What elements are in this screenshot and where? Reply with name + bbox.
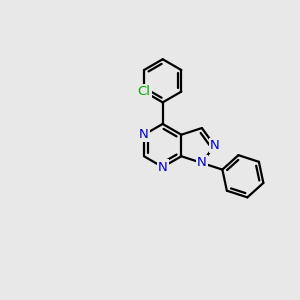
Text: N: N [210,139,219,152]
Text: N: N [158,160,168,174]
Text: N: N [139,128,149,141]
Text: N: N [197,156,207,170]
Text: Cl: Cl [137,85,151,98]
